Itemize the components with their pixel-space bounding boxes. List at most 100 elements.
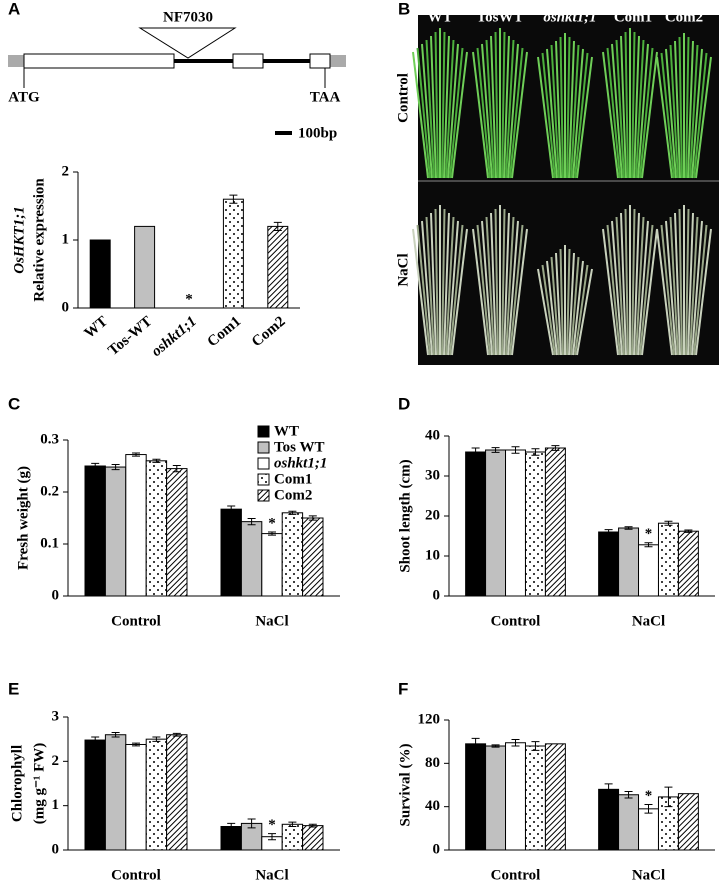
plant-leaf — [550, 256, 560, 356]
bar — [166, 734, 188, 851]
x-tick-label: NaCl — [632, 867, 665, 883]
bar — [281, 512, 304, 597]
plant-leaf — [441, 31, 446, 179]
bar — [638, 808, 659, 851]
significance-mark: * — [645, 526, 653, 542]
error-bar — [491, 447, 500, 453]
plant-leaf — [507, 220, 519, 356]
plant-leaf — [434, 208, 439, 356]
y-axis-label: (mg g⁻¹ FW) — [31, 743, 47, 825]
plant-leaf — [476, 47, 491, 179]
bar — [638, 544, 659, 597]
error-bar — [664, 786, 673, 808]
bar — [84, 465, 106, 597]
plant-leaf — [412, 228, 429, 356]
y-tick-label: 80 — [425, 755, 440, 771]
legend-label: Tos WT — [274, 439, 324, 455]
y-tick-label: 0 — [52, 587, 60, 603]
error-bar — [624, 526, 633, 530]
plant-leaf — [665, 220, 677, 356]
plant-leaf — [669, 44, 679, 179]
plant-leaf — [451, 228, 468, 356]
plant-leaf — [691, 220, 703, 356]
panel-label: B — [398, 0, 410, 18]
plant-leaf — [501, 31, 506, 179]
bar — [618, 527, 640, 597]
plant-leaf — [476, 224, 491, 356]
legend-swatch — [257, 425, 270, 438]
y-tick-label: 0 — [52, 841, 60, 857]
plant-leaf — [494, 31, 499, 179]
plant-leaf — [574, 52, 589, 179]
error-bar — [152, 736, 161, 742]
x-tick-label: Tos-WT — [105, 313, 155, 359]
plant-leaf — [503, 35, 510, 179]
legend-label: Com1 — [274, 471, 312, 487]
error-bar — [308, 515, 317, 521]
plant-leaf — [511, 51, 528, 179]
plant-leaf — [441, 208, 446, 356]
legend-label: oshkt1;1 — [274, 455, 327, 471]
plant-leaf — [639, 224, 654, 356]
genotype-label: Com2 — [665, 9, 703, 25]
bar — [598, 531, 620, 597]
plant-leaf — [485, 216, 495, 356]
plant-leaf — [637, 220, 649, 356]
plant-leaf — [421, 220, 433, 356]
plant-leaf — [485, 39, 495, 179]
plant-leaf — [574, 264, 589, 356]
bar — [598, 788, 620, 851]
plant-leaf — [509, 47, 524, 179]
genotype-label: Com1 — [614, 9, 652, 25]
plant-leaf — [505, 216, 515, 356]
plant-leaf — [602, 51, 619, 179]
bar — [544, 447, 566, 597]
plant-leaf — [559, 36, 564, 179]
plant-leaf — [572, 260, 584, 356]
legend-label: WT — [274, 423, 299, 439]
error-bar — [604, 783, 613, 796]
bar — [104, 466, 127, 597]
plant-leaf — [568, 252, 575, 356]
error-bar — [229, 194, 238, 204]
y-tick-label: 40 — [425, 427, 440, 443]
plant-leaf — [695, 228, 712, 356]
row-label: Control — [395, 73, 411, 123]
plant-leaf — [546, 260, 558, 356]
plant-leaf — [631, 208, 636, 356]
x-tick-label: Control — [111, 867, 161, 883]
plant-leaf — [656, 228, 673, 356]
bar — [222, 198, 244, 309]
error-bar — [664, 520, 673, 526]
plant-leaf — [674, 212, 681, 356]
plant-leaf — [678, 208, 683, 356]
start-codon: ATG — [8, 89, 40, 105]
bar — [524, 451, 546, 597]
y-tick-label: 1 — [52, 797, 60, 813]
plant-leaf — [434, 31, 439, 179]
bar — [302, 517, 324, 597]
plant-leaf — [633, 35, 640, 179]
y-tick-label: 0.3 — [40, 431, 59, 447]
plant-leaf — [481, 220, 493, 356]
bar — [618, 794, 640, 851]
plant-leaf — [541, 52, 556, 179]
error-bar — [111, 463, 120, 471]
plant-leaf — [678, 36, 683, 179]
y-tick-label: 1 — [62, 231, 70, 247]
plant-leaf — [449, 224, 464, 356]
error-bar — [227, 505, 236, 513]
bar — [465, 743, 487, 851]
bar — [134, 225, 156, 309]
plant-leaf — [685, 208, 690, 356]
y-axis-label: OsHKT1;1 — [11, 206, 27, 274]
error-bar — [152, 458, 161, 463]
bar — [84, 739, 106, 851]
error-bar — [471, 737, 480, 750]
bar — [677, 793, 699, 851]
y-tick-label: 30 — [425, 467, 440, 483]
plant-leaf — [611, 43, 623, 179]
x-tick-label: WT — [82, 313, 111, 341]
plant-leaf — [416, 224, 431, 356]
x-tick-label: Com2 — [249, 313, 289, 350]
